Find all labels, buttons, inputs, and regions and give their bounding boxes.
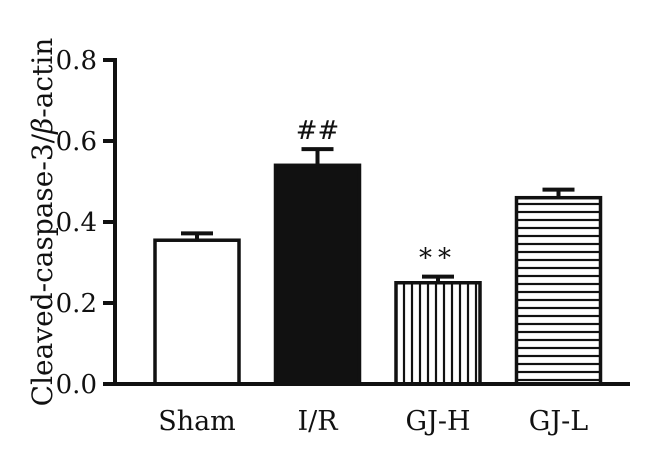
x-axis-category-labels: Sham I/R GJ-H GJ-L	[158, 406, 588, 437]
x-category-label: Sham	[158, 406, 236, 437]
bar-gj-l	[514, 195, 603, 386]
x-category-label: GJ-L	[529, 406, 589, 437]
y-tick-label: 0.0	[56, 370, 97, 400]
y-tick-label: 0.4	[56, 208, 97, 238]
x-category-label: I/R	[297, 406, 338, 437]
significance-annotations: ## **	[296, 116, 457, 274]
y-tick-label: 0.8	[56, 46, 97, 76]
y-axis-ticks: 0.0 0.2 0.4 0.6 0.8	[56, 46, 115, 400]
bar-sham	[153, 238, 241, 386]
y-tick-label: 0.6	[56, 127, 97, 157]
bar-gj-h	[394, 281, 482, 386]
significance-mark: **	[419, 244, 457, 274]
y-tick-label: 0.2	[56, 289, 97, 319]
bars	[153, 163, 603, 386]
bar-i-r	[273, 163, 362, 386]
x-category-label: GJ-H	[405, 406, 470, 437]
error-bars	[181, 147, 575, 283]
y-axis-label: Cleaved-caspase-3/β-actin	[26, 38, 59, 407]
significance-mark: ##	[296, 116, 340, 146]
